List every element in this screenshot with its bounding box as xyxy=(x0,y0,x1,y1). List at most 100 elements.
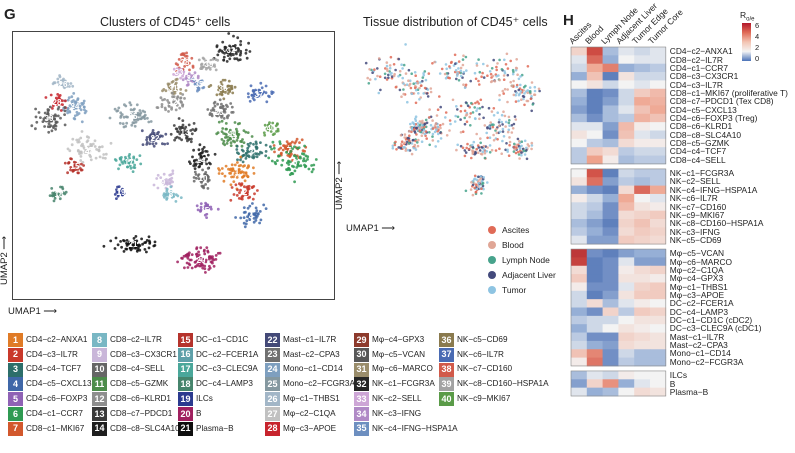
tissue-point xyxy=(495,131,499,135)
tissue-point xyxy=(517,88,521,92)
heatmap-cell xyxy=(618,315,635,325)
cluster-point xyxy=(88,149,92,153)
tissue-point xyxy=(385,61,389,64)
scale-tick-label: 0 xyxy=(755,54,760,63)
cluster-point xyxy=(209,256,213,260)
heatmap-cell xyxy=(571,177,588,186)
cluster-point xyxy=(259,141,262,144)
cluster-point xyxy=(259,218,263,222)
cluster-point xyxy=(181,78,185,82)
heatmap-cell xyxy=(602,257,619,267)
tissue-point xyxy=(456,72,459,75)
tissue-point xyxy=(471,193,475,197)
heatmap-cell xyxy=(650,47,667,56)
cluster-point xyxy=(100,145,104,149)
tissue-point xyxy=(449,61,453,64)
tissue-point xyxy=(403,136,406,139)
cluster-point xyxy=(255,209,259,213)
heatmap-cell xyxy=(618,177,635,186)
heatmap-cell xyxy=(618,55,635,65)
cluster-point xyxy=(129,103,133,107)
cluster-point xyxy=(239,158,242,162)
tissue-point xyxy=(525,99,529,103)
cluster-point xyxy=(230,51,234,54)
tissue-point xyxy=(407,79,410,82)
cluster-point xyxy=(159,176,163,180)
heatmap-cell xyxy=(618,155,635,165)
tissue-point xyxy=(509,80,512,84)
tissue-point xyxy=(475,62,479,65)
heatmap-cell xyxy=(586,177,603,186)
cluster-point xyxy=(303,149,306,153)
heatmap-column-label: Tumor Edge xyxy=(630,6,671,46)
heatmap-cell xyxy=(618,63,635,73)
heatmap-cell xyxy=(618,387,635,397)
tissue-point xyxy=(394,68,397,72)
cluster-point xyxy=(181,93,185,96)
tissue-point xyxy=(439,126,442,130)
tissue-legend-item: Adjacent Liver xyxy=(488,270,556,280)
cluster-point xyxy=(47,122,51,126)
tissue-point xyxy=(462,54,465,57)
heatmap-cell xyxy=(586,370,603,380)
cluster-point xyxy=(186,80,190,83)
cluster-point xyxy=(252,166,255,170)
tissue-point xyxy=(371,71,374,74)
cluster-point xyxy=(102,244,106,248)
heatmap-row-label: NK−c8−CD160−HSPA1A xyxy=(669,218,764,229)
cluster-point xyxy=(206,180,210,183)
tissue-point xyxy=(408,84,411,87)
cluster-map-label: 8 xyxy=(169,190,174,199)
cluster-point xyxy=(233,46,237,50)
cluster-point xyxy=(251,197,255,201)
cluster-point xyxy=(140,129,144,133)
tissue-point xyxy=(431,139,435,142)
cluster-point xyxy=(228,90,232,93)
tissue-point xyxy=(504,125,507,128)
heatmap-cell xyxy=(586,340,603,350)
cluster-point xyxy=(76,162,80,166)
cluster-point xyxy=(241,138,244,141)
cluster-point xyxy=(272,144,276,147)
tissue-point xyxy=(444,116,447,119)
cluster-label: CD4−c6−FOXP3 xyxy=(26,394,88,404)
tissue-point xyxy=(498,98,501,102)
cluster-point xyxy=(59,109,63,112)
cluster-legend-item: 14 CD8−c8−SLC4A10 xyxy=(92,421,180,436)
heatmap-cell xyxy=(634,370,651,380)
cluster-point xyxy=(39,116,42,119)
cluster-point xyxy=(131,161,135,164)
cluster-point xyxy=(188,263,192,267)
cluster-point xyxy=(71,169,75,173)
tissue-point xyxy=(470,181,473,184)
tissue-point xyxy=(414,119,418,122)
cluster-point xyxy=(195,204,199,208)
cluster-point xyxy=(133,241,137,245)
cluster-point xyxy=(227,32,231,35)
cluster-point xyxy=(222,55,226,59)
heatmap-cell xyxy=(618,340,635,350)
cluster-point xyxy=(217,172,221,175)
cluster-point xyxy=(314,158,318,161)
tissue-point xyxy=(416,141,419,144)
cluster-point xyxy=(50,114,54,118)
tissue-point xyxy=(492,114,496,117)
tissue-point xyxy=(492,138,496,142)
cluster-point xyxy=(164,89,168,93)
heatmap-cell xyxy=(634,379,651,389)
cluster-point xyxy=(197,253,201,257)
cluster-point xyxy=(295,166,299,169)
cluster-point xyxy=(218,48,222,52)
cluster-point xyxy=(219,80,223,84)
heatmap-cell xyxy=(618,370,635,380)
cluster-point xyxy=(54,96,58,100)
tissue-point xyxy=(417,138,420,142)
cluster-point xyxy=(258,94,262,98)
cluster-legend-item: 19 ILCs xyxy=(178,392,213,407)
cluster-legend-item: 35 NK−c4−IFNG−HSPA1A xyxy=(354,421,458,436)
cluster-label: CD4−c5−CXCL13 xyxy=(26,379,92,389)
tissue-point xyxy=(512,150,516,153)
cluster-point xyxy=(278,142,282,146)
cluster-point xyxy=(163,181,167,185)
heatmap-cell xyxy=(602,138,619,148)
